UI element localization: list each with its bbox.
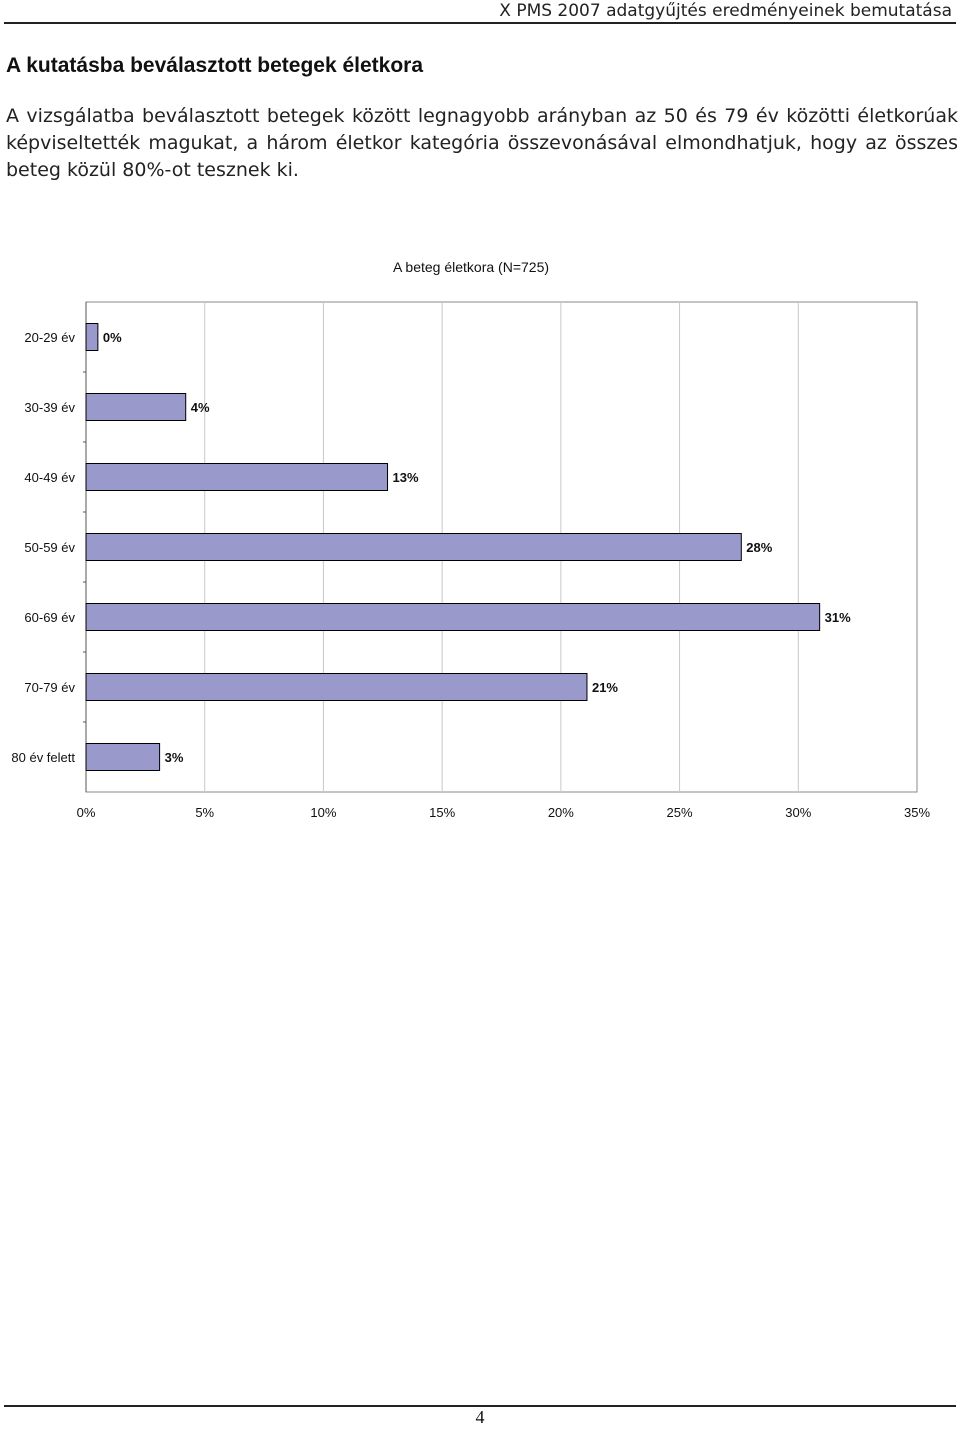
section-heading: A kutatásba beválasztott betegek életkor… bbox=[6, 54, 424, 77]
bar bbox=[85, 323, 99, 351]
x-tick-label: 35% bbox=[904, 805, 930, 820]
x-tick-label: 15% bbox=[429, 805, 455, 820]
x-tick-label: 25% bbox=[667, 805, 693, 820]
age-bar-chart: A beteg életkora (N=725) 0% 5% 10% 15% 20% 25%… bbox=[11, 259, 930, 820]
bar bbox=[85, 463, 389, 491]
bar bbox=[85, 533, 742, 561]
data-label: 21% bbox=[592, 680, 618, 695]
category-label: 80 év felett bbox=[11, 750, 75, 765]
x-tick-label: 10% bbox=[310, 805, 336, 820]
bar bbox=[85, 743, 161, 771]
age-chart: A beteg életkora (N=725) 0% 5% 10% 15% 20% 25%… bbox=[0, 250, 960, 830]
category-label: 30-39 év bbox=[24, 400, 75, 415]
x-tick-label: 20% bbox=[548, 805, 574, 820]
header-divider bbox=[4, 22, 956, 24]
data-label: 4% bbox=[191, 400, 210, 415]
data-label: 28% bbox=[746, 540, 772, 555]
x-tick-label: 0% bbox=[77, 805, 96, 820]
category-label: 70-79 év bbox=[24, 680, 75, 695]
category-label: 40-49 év bbox=[24, 470, 75, 485]
data-label: 3% bbox=[165, 750, 184, 765]
bar bbox=[85, 673, 588, 701]
data-label: 13% bbox=[393, 470, 419, 485]
footer-divider bbox=[4, 1405, 956, 1407]
data-label: 31% bbox=[825, 610, 851, 625]
category-label: 20-29 év bbox=[24, 330, 75, 345]
running-header-title: X PMS 2007 adatgyűjtés eredményeinek bem… bbox=[499, 1, 952, 21]
category-label: 60-69 év bbox=[24, 610, 75, 625]
category-label: 50-59 év bbox=[24, 540, 75, 555]
x-tick-label: 30% bbox=[785, 805, 811, 820]
intro-paragraph: A vizsgálatba beválasztott betegek közöt… bbox=[6, 105, 958, 181]
bar bbox=[85, 603, 821, 631]
chart-title: A beteg életkora (N=725) bbox=[393, 259, 549, 275]
data-label: 0% bbox=[103, 330, 122, 345]
bar bbox=[85, 393, 187, 421]
page-number: 4 bbox=[475, 1407, 485, 1427]
x-tick-label: 5% bbox=[195, 805, 214, 820]
